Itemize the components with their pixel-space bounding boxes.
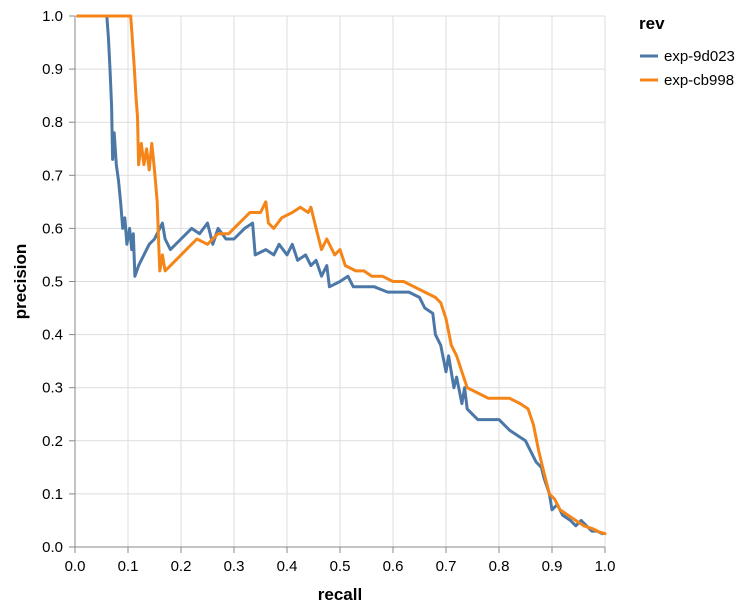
y-tick-label: 0.8	[42, 114, 63, 131]
series-line-exp-cb998	[76, 14, 607, 536]
x-tick-label: 0.7	[436, 558, 457, 575]
y-tick-label: 1.0	[42, 8, 63, 25]
y-tick-label: 0.0	[42, 539, 63, 556]
x-tick-label: 0.0	[65, 558, 86, 575]
y-tick-label: 0.3	[42, 380, 63, 397]
x-axis-title: recall	[318, 585, 362, 604]
x-tick-label: 0.3	[224, 558, 245, 575]
y-tick-label: 0.6	[42, 220, 63, 237]
x-tick-label: 0.1	[118, 558, 139, 575]
axes	[69, 15, 606, 553]
x-tick-label: 1.0	[595, 558, 616, 575]
tick-labels: 0.0 0.1 0.2 0.3 0.4 0.5 0.6 0.7 0.8 0.9 1.0 0.0 0.1 0…	[42, 8, 615, 575]
y-tick-label: 0.5	[42, 274, 63, 291]
y-tick-label: 0.4	[42, 327, 63, 344]
x-tick-label: 0.2	[171, 558, 192, 575]
x-tick-label: 0.5	[330, 558, 351, 575]
series-lines	[76, 14, 607, 536]
legend: rev exp-9d023 exp-cb998	[639, 14, 735, 89]
series-line-exp-9d023	[76, 14, 604, 536]
x-tick-label: 0.4	[277, 558, 298, 575]
y-axis-title: precision	[11, 244, 30, 320]
y-tick-label: 0.9	[42, 61, 63, 78]
y-tick-label: 0.1	[42, 486, 63, 503]
x-tick-label: 0.9	[542, 558, 563, 575]
y-tick-label: 0.2	[42, 433, 63, 450]
y-tick-label: 0.7	[42, 167, 63, 184]
legend-title: rev	[639, 14, 665, 33]
legend-label: exp-9d023	[664, 48, 735, 65]
legend-label: exp-cb998	[664, 72, 734, 89]
x-tick-label: 0.8	[489, 558, 510, 575]
x-tick-label: 0.6	[383, 558, 404, 575]
